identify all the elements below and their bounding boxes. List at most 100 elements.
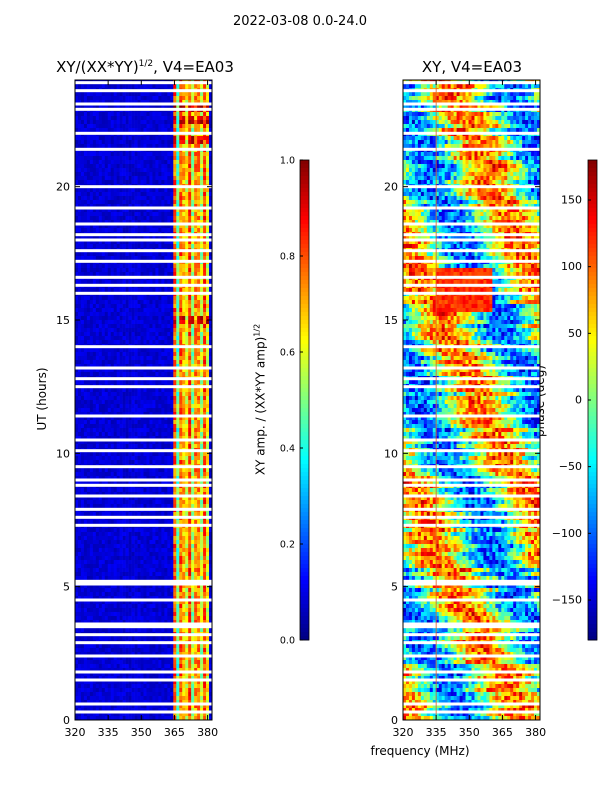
heatmap-cell xyxy=(116,256,120,261)
heatmap-cell xyxy=(164,212,168,217)
heatmap-cell xyxy=(158,320,162,325)
heatmap-cell xyxy=(89,492,94,497)
heatmap-cell xyxy=(131,224,135,229)
heatmap-cell xyxy=(152,92,156,97)
heatmap-cell xyxy=(131,296,135,301)
heatmap-cell xyxy=(167,216,171,221)
heatmap-cell xyxy=(75,308,79,313)
heatmap-cell xyxy=(188,432,192,437)
heatmap-cell xyxy=(92,356,97,361)
heatmap-cell xyxy=(146,124,150,129)
heatmap-cell xyxy=(104,392,109,397)
heatmap-cell xyxy=(140,496,144,501)
heatmap-cell xyxy=(170,316,174,321)
heatmap-cell xyxy=(101,360,106,365)
heatmap-cell xyxy=(122,272,126,277)
heatmap-cell xyxy=(146,112,150,117)
heatmap-cell xyxy=(107,224,112,229)
heatmap-cell xyxy=(167,112,171,117)
heatmap-cell xyxy=(203,180,207,185)
heatmap-cell xyxy=(116,412,120,417)
heatmap-cell xyxy=(83,220,88,225)
heatmap-cell xyxy=(75,388,79,393)
heatmap-cell xyxy=(146,212,150,217)
heatmap-cell xyxy=(75,408,79,413)
heatmap-cell xyxy=(89,140,94,145)
heatmap-cell xyxy=(170,400,174,405)
heatmap-cell xyxy=(104,192,109,197)
heatmap-cell xyxy=(134,380,138,385)
heatmap-cell xyxy=(113,392,117,397)
heatmap-cell xyxy=(137,96,141,101)
heatmap-cell xyxy=(185,412,189,417)
heatmap-cell xyxy=(80,340,85,345)
heatmap-cell xyxy=(80,176,85,181)
heatmap-cell xyxy=(209,428,213,433)
heatmap-cell xyxy=(182,172,186,177)
heatmap-cell xyxy=(194,172,198,177)
heatmap-cell xyxy=(134,492,138,497)
heatmap-cell xyxy=(155,436,159,441)
heatmap-cell xyxy=(206,204,210,209)
heatmap-cell xyxy=(152,140,156,145)
heatmap-cell xyxy=(86,432,91,437)
heatmap-cell xyxy=(167,288,171,293)
heatmap-cell xyxy=(158,480,162,485)
heatmap-cell xyxy=(182,296,186,301)
heatmap-cell xyxy=(176,352,180,357)
heatmap-cell xyxy=(95,360,100,365)
heatmap-cell xyxy=(104,252,109,257)
heatmap-cell xyxy=(155,480,159,485)
heatmap-cell xyxy=(167,128,171,133)
heatmap-cell xyxy=(122,200,126,205)
heatmap-cell xyxy=(86,408,91,413)
heatmap-cell xyxy=(131,256,135,261)
heatmap-cell xyxy=(170,104,174,109)
heatmap-cell xyxy=(125,188,129,193)
heatmap-cell xyxy=(125,152,129,157)
heatmap-cell xyxy=(152,476,156,481)
heatmap-cell xyxy=(98,476,103,481)
heatmap-cell xyxy=(152,348,156,353)
heatmap-cell xyxy=(131,264,135,269)
heatmap-cell xyxy=(179,360,183,365)
heatmap-cell xyxy=(173,400,177,405)
heatmap-cell xyxy=(113,424,117,429)
heatmap-cell xyxy=(167,472,171,477)
heatmap-cell xyxy=(149,412,153,417)
heatmap-cell xyxy=(188,116,192,121)
heatmap-cell xyxy=(116,512,120,517)
heatmap-cell xyxy=(161,140,165,145)
heatmap-cell xyxy=(173,236,177,241)
heatmap-cell xyxy=(125,420,129,425)
heatmap-cell xyxy=(75,320,79,325)
heatmap-cell xyxy=(146,380,150,385)
heatmap-cell xyxy=(125,392,129,397)
heatmap-cell xyxy=(131,116,135,121)
heatmap-cell xyxy=(158,312,162,317)
heatmap-cell xyxy=(206,144,210,149)
heatmap-cell xyxy=(107,272,112,277)
heatmap-cell xyxy=(173,360,177,365)
heatmap-cell xyxy=(113,452,117,457)
heatmap-cell xyxy=(113,404,117,409)
heatmap-cell xyxy=(92,264,97,269)
heatmap-cell xyxy=(75,156,79,161)
heatmap-cell xyxy=(173,416,177,421)
heatmap-cell xyxy=(77,412,82,417)
heatmap-cell xyxy=(152,500,156,505)
heatmap-cell xyxy=(92,348,97,353)
heatmap-cell xyxy=(179,400,183,405)
heatmap-cell xyxy=(92,320,97,325)
heatmap-cell xyxy=(158,188,162,193)
heatmap-cell xyxy=(77,452,82,457)
heatmap-cell xyxy=(194,460,198,465)
heatmap-cell xyxy=(182,368,186,373)
heatmap-cell xyxy=(107,136,112,141)
heatmap-cell xyxy=(209,252,213,257)
heatmap-cell xyxy=(113,496,117,501)
heatmap-cell xyxy=(194,124,198,129)
heatmap-cell xyxy=(209,368,213,373)
heatmap-cell xyxy=(176,140,180,145)
heatmap-cell xyxy=(206,380,210,385)
